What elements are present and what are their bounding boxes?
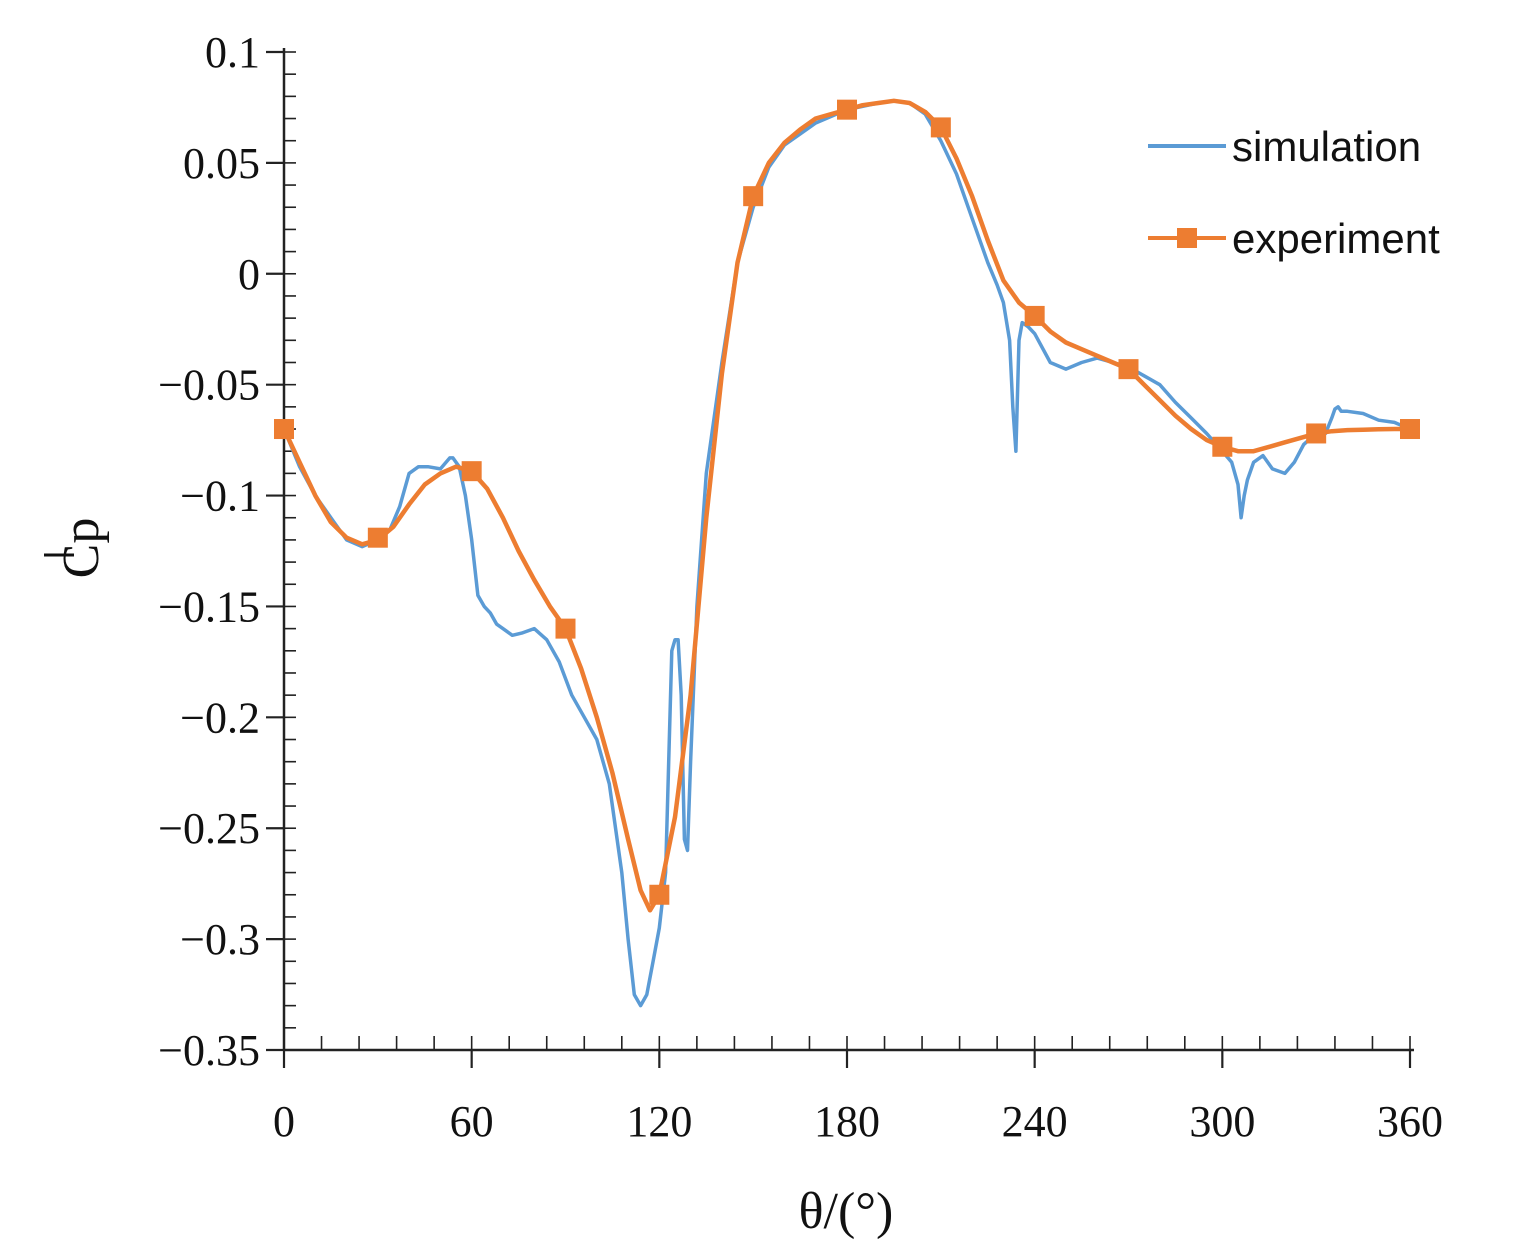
- y-axis-title-group: Cp: [44, 518, 110, 579]
- y-tick-label: −0.05: [158, 361, 260, 410]
- x-tick-label: 300: [1189, 1097, 1255, 1146]
- x-tick-label: 0: [273, 1097, 295, 1146]
- y-tick-label: −0.25: [158, 804, 260, 853]
- legend: simulation experiment: [1148, 123, 1440, 262]
- y-tick-label: −0.2: [180, 693, 260, 742]
- experiment-marker: [649, 884, 670, 905]
- legend-experiment-marker: [1177, 228, 1197, 248]
- experiment-marker: [1024, 305, 1045, 326]
- experiment-marker: [555, 618, 576, 639]
- legend-experiment-label: experiment: [1232, 215, 1440, 262]
- y-tick-label: 0: [238, 250, 260, 299]
- experiment-marker: [274, 419, 294, 440]
- x-axis-title: θ/(°): [799, 1183, 894, 1240]
- experiment-marker: [1212, 436, 1233, 457]
- legend-simulation-label: simulation: [1232, 123, 1421, 170]
- y-tick-label: −0.3: [180, 915, 260, 964]
- x-tick-label: 240: [1002, 1097, 1068, 1146]
- y-tick-label: 0.1: [205, 28, 260, 77]
- x-tick-label: 180: [814, 1097, 880, 1146]
- y-axis-title: Cp: [53, 518, 110, 579]
- experiment-marker: [930, 117, 951, 138]
- x-tick-label: 120: [626, 1097, 692, 1146]
- experiment-marker: [837, 99, 857, 120]
- y-tick-label: −0.1: [180, 472, 260, 521]
- experiment-marker: [1400, 419, 1420, 440]
- x-tick-label: 60: [450, 1097, 494, 1146]
- experiment-marker: [461, 461, 482, 482]
- y-axis: 0.1 0.05 0 −0.05 −0.1 −0.15 −0.2 −0.25 −0.3 −0.35: [158, 28, 296, 1075]
- experiment-marker: [1306, 423, 1327, 444]
- experiment-marker: [743, 186, 764, 207]
- x-axis: 0 60 120 180 240 300 360: [273, 1036, 1443, 1146]
- y-tick-label: 0.05: [183, 139, 260, 188]
- experiment-marker: [1118, 359, 1139, 380]
- experiment-marker: [367, 527, 388, 548]
- x-tick-label: 360: [1377, 1097, 1443, 1146]
- y-tick-label: −0.15: [158, 582, 260, 631]
- series-layer: [274, 98, 1420, 1008]
- y-tick-label: −0.35: [158, 1026, 260, 1075]
